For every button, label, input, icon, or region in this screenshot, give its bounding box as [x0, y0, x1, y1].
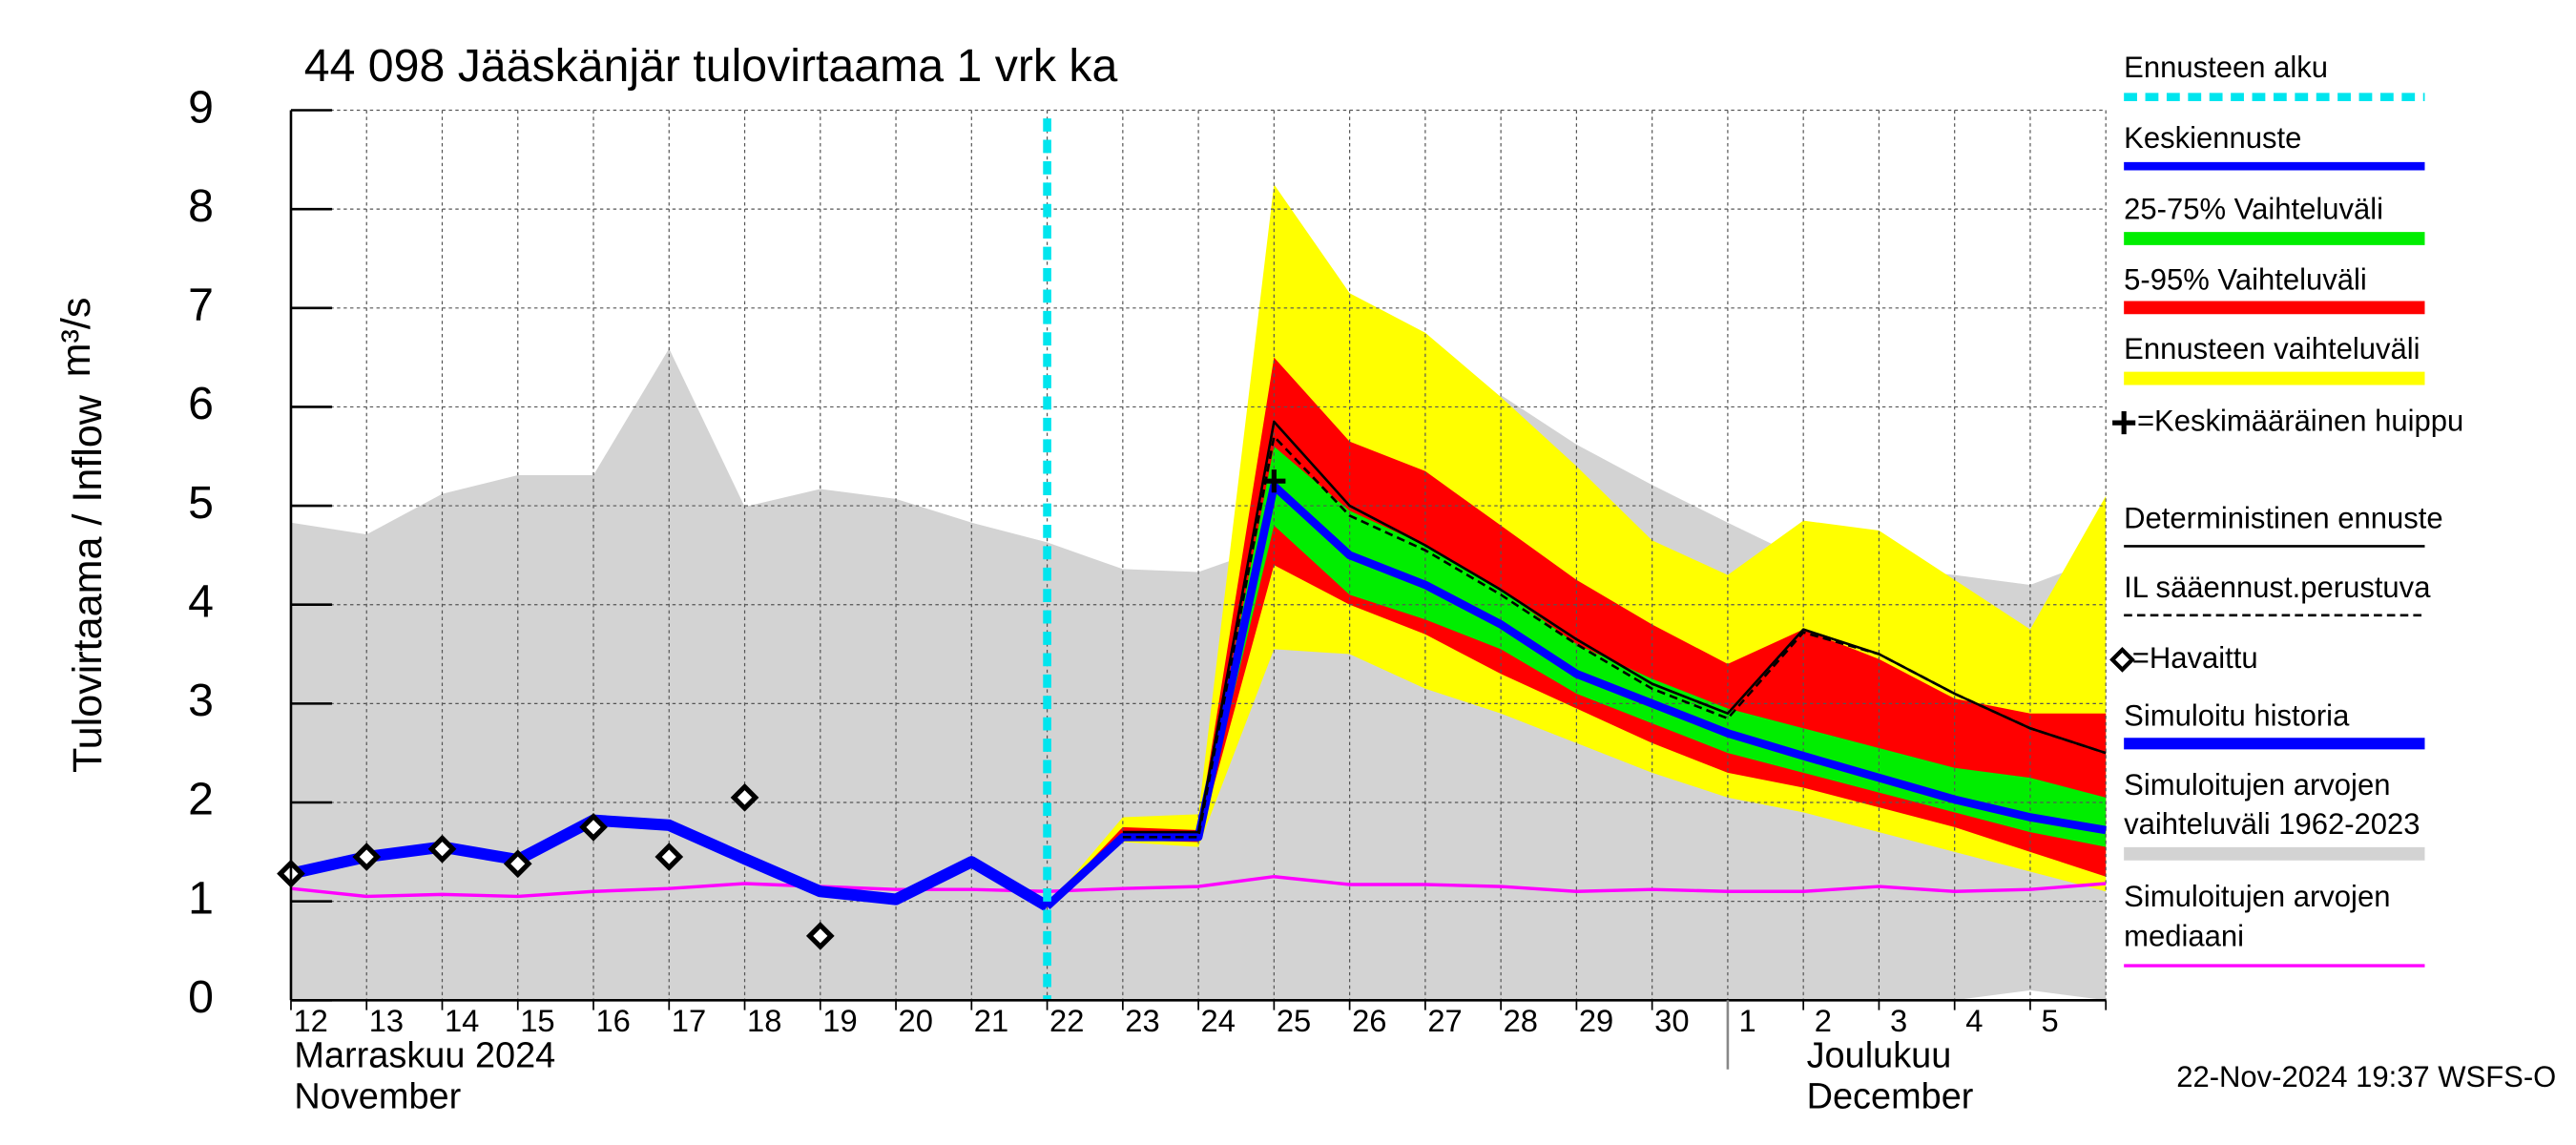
y-tick-label: 3: [188, 675, 214, 726]
legend-label: IL sääennust.perustuva: [2124, 571, 2431, 604]
legend-label: Simuloitu historia: [2124, 698, 2350, 733]
x-tick-label: 27: [1427, 1003, 1462, 1038]
y-tick-label: 5: [188, 477, 214, 529]
x-tick-label: 26: [1352, 1003, 1386, 1038]
line-series: [1044, 482, 2107, 909]
y-tick-label: 4: [188, 575, 214, 627]
legend-entry: Deterministinen ennuste: [2124, 501, 2443, 535]
y-tick-label: 2: [188, 774, 214, 825]
legend-label: Ennusteen alku: [2124, 51, 2328, 84]
y-axis-unit: m³/s: [53, 298, 99, 378]
observed-point: [579, 813, 608, 842]
legend-label: =Keskimääräinen huippu: [2136, 405, 2464, 438]
x-tick-label: 19: [822, 1003, 857, 1038]
month-label: Joulukuu: [1807, 1036, 1952, 1076]
line-series: [290, 875, 2107, 899]
legend-entry: =Havaittu: [2131, 641, 2258, 675]
legend-label: Deterministinen ennuste: [2124, 501, 2443, 535]
chart-title: 44 098 Jääskänjär tulovirtaama 1 vrk ka: [304, 40, 1118, 92]
y-axis-label: Tulovirtaama / Inflow: [65, 394, 111, 773]
x-tick-label: 15: [520, 1003, 554, 1038]
x-tick-label: 1: [1738, 1003, 1755, 1038]
x-tick-label: 14: [445, 1003, 479, 1038]
x-tick-label: 3: [1890, 1003, 1907, 1038]
y-tick-label: 6: [188, 378, 214, 429]
line-series: [1122, 435, 2107, 839]
x-tick-label: 13: [369, 1003, 404, 1038]
observed-point: [654, 843, 684, 871]
legend-label: =Havaittu: [2131, 641, 2258, 675]
legend-label: 25-75% Vaihteluväli: [2124, 192, 2384, 226]
legend-entry: Ennusteen vaihteluväli: [2124, 332, 2420, 365]
legend-swatch: [2112, 411, 2136, 435]
y-tick-label: 1: [188, 872, 214, 924]
observed-point: [730, 782, 759, 812]
observed-point: [805, 922, 835, 950]
y-tick-label: 8: [188, 180, 214, 232]
peak-marker: [1262, 469, 1286, 493]
month-label: November: [294, 1077, 461, 1117]
legend-label: 5-95% Vaihteluväli: [2124, 262, 2367, 297]
month-label: Marraskuu 2024: [294, 1036, 555, 1076]
line-series: [289, 814, 1050, 912]
legend-entry: Keskiennuste: [2124, 121, 2302, 156]
x-tick-label: 29: [1579, 1003, 1613, 1038]
x-tick-label: 5: [2042, 1003, 2059, 1038]
x-tick-label: 23: [1125, 1003, 1159, 1038]
x-tick-label: 21: [974, 1003, 1008, 1038]
y-tick-label: 9: [188, 81, 214, 133]
legend-entry: 25-75% Vaihteluväli: [2124, 192, 2384, 226]
legend-entry: Simuloitujen arvojen vaihteluväli 1962-2…: [2124, 768, 2420, 842]
y-tick-label: 7: [188, 280, 214, 331]
x-tick-label: 17: [672, 1003, 706, 1038]
observed-point: [352, 843, 382, 871]
x-tick-label: 25: [1277, 1003, 1311, 1038]
x-tick-label: 4: [1965, 1003, 1983, 1038]
line-series: [1122, 420, 2107, 834]
legend-label: Keskiennuste: [2124, 121, 2302, 156]
legend-entry: =Keskimääräinen huippu: [2136, 405, 2464, 438]
x-tick-label: 16: [595, 1003, 630, 1038]
legend-entry: Simuloitujen arvojen mediaani: [2124, 880, 2391, 953]
observed-point: [503, 849, 532, 879]
legend-entry: IL sääennust.perustuva: [2124, 571, 2431, 604]
x-tick-label: 2: [1815, 1003, 1832, 1038]
legend-label: Ennusteen vaihteluväli: [2124, 332, 2420, 365]
legend-label: Simuloitujen arvojen vaihteluväli 1962-2…: [2124, 768, 2420, 842]
legend-entry: Ennusteen alku: [2124, 51, 2328, 84]
x-tick-label: 28: [1504, 1003, 1538, 1038]
x-tick-label: 30: [1654, 1003, 1689, 1038]
observed-point: [427, 834, 457, 864]
x-tick-label: 18: [747, 1003, 781, 1038]
legend-entry: 5-95% Vaihteluväli: [2124, 262, 2367, 297]
legend-label: Simuloitujen arvojen mediaani: [2124, 880, 2391, 953]
month-label: December: [1807, 1077, 1974, 1117]
legend-swatch: [2109, 646, 2135, 673]
x-tick-label: 12: [293, 1003, 327, 1038]
footer: 22-Nov-2024 19:37 WSFS-O: [2176, 1060, 2556, 1093]
x-tick-label: 24: [1201, 1003, 1236, 1038]
x-tick-label: 20: [899, 1003, 933, 1038]
y-tick-label: 0: [188, 971, 214, 1023]
legend-entry: Simuloitu historia: [2124, 698, 2350, 733]
x-tick-label: 22: [1049, 1003, 1084, 1038]
